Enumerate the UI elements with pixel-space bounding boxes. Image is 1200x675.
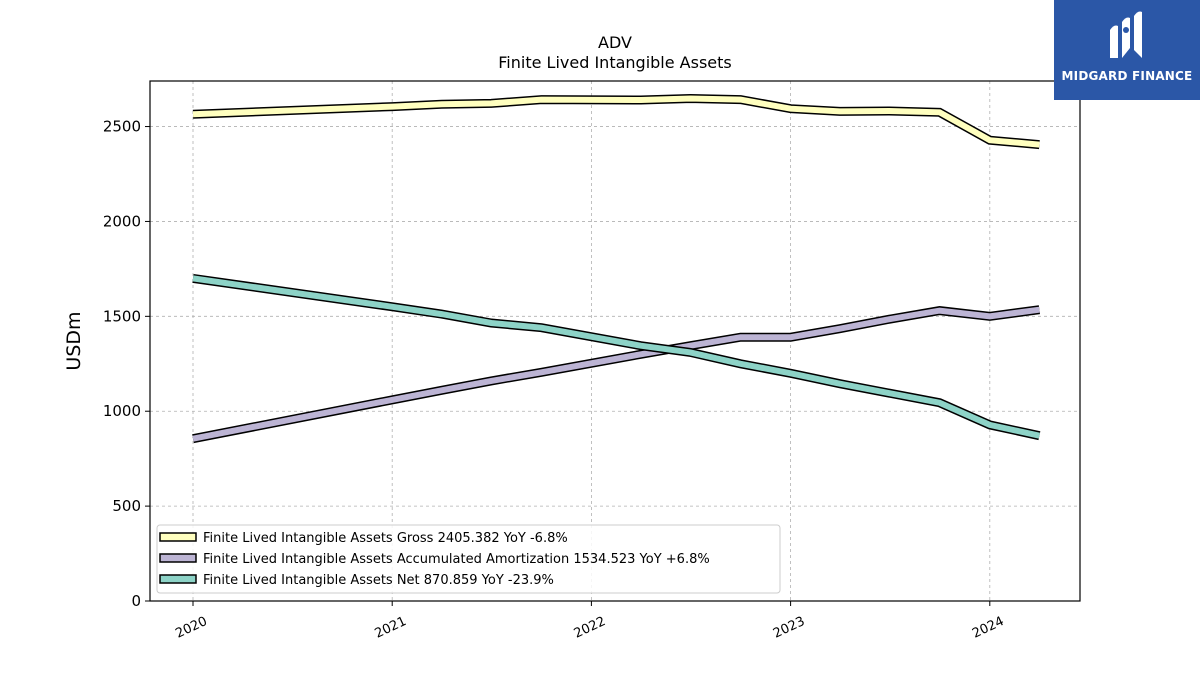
plot-frame <box>149 80 1081 602</box>
company-logo: MIDGARD FINANCE <box>1054 0 1200 100</box>
legend-swatch <box>159 574 197 584</box>
x-tick-label: 2023 <box>771 614 807 642</box>
x-tick-label: 2024 <box>970 614 1006 642</box>
series-outline-1 <box>192 305 1040 444</box>
legend-swatch <box>159 532 197 542</box>
legend-label: Finite Lived Intangible Assets Net 870.8… <box>203 573 554 588</box>
chart-subtitle: Finite Lived Intangible Assets <box>498 53 731 72</box>
y-tick-label: 0 <box>131 592 141 610</box>
x-tick-label: 2021 <box>373 614 409 642</box>
grid <box>150 81 1080 601</box>
legend-box <box>156 524 781 594</box>
chart-title: ADV <box>598 33 632 52</box>
y-tick-label: 2000 <box>103 212 141 230</box>
y-tick-label: 2500 <box>103 118 141 136</box>
y-tick-label: 1000 <box>103 402 141 420</box>
series-lines <box>192 93 1041 444</box>
y-tick-label: 1500 <box>103 307 141 325</box>
series-outline-0 <box>192 93 1040 150</box>
series-line-1 <box>192 306 1040 442</box>
y-tick-label: 500 <box>112 497 141 515</box>
series-line-2 <box>192 275 1041 439</box>
series-line-0 <box>192 95 1040 148</box>
logo-text: MIDGARD FINANCE <box>1061 69 1193 83</box>
legend: Finite Lived Intangible Assets Gross 240… <box>156 524 781 594</box>
x-tick-label: 2020 <box>173 614 209 642</box>
midgard-logo-icon <box>1110 11 1142 58</box>
legend-label: Finite Lived Intangible Assets Accumulat… <box>203 552 710 567</box>
x-tick-label: 2022 <box>572 614 608 642</box>
y-axis-label: USDm <box>63 311 85 370</box>
legend-swatch <box>159 553 197 563</box>
legend-label: Finite Lived Intangible Assets Gross 240… <box>203 531 568 546</box>
